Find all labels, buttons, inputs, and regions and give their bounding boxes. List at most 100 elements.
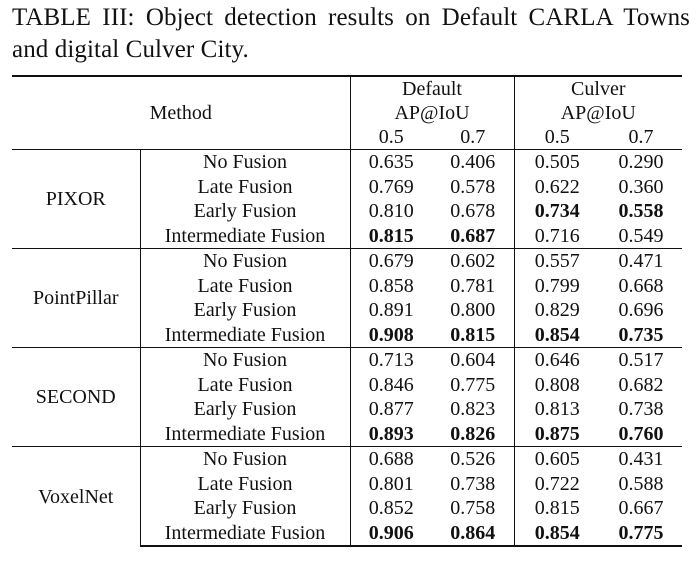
ap-value-cell: 0.908 [368, 323, 414, 346]
ap-value-cell: 0.471 [600, 248, 683, 274]
ap-value-cell: 0.852 [368, 497, 414, 520]
ap-value-cell: 0.864 [432, 520, 515, 547]
ap-value-cell: 0.758 [432, 496, 515, 521]
ap-value-cell: 0.549 [618, 224, 664, 247]
table-row: Early Fusion 0.810 0.678 0.734 0.558 [12, 199, 682, 224]
table-row: Late Fusion 0.846 0.775 0.808 0.682 [12, 372, 682, 397]
ap-value-cell: 0.801 [368, 472, 414, 495]
table-row: Intermediate Fusion 0.815 0.687 0.716 0.549 [12, 223, 682, 249]
header-row-2: AP@IoU AP@IoU [12, 101, 682, 125]
table-row: VoxelNet No Fusion 0.688 0.526 0.605 0.431 [12, 446, 683, 546]
ap-value-cell: 0.858 [368, 274, 414, 297]
ap-value-cell: 0.716 [534, 224, 580, 247]
ap-value-cell: 0.622 [534, 175, 580, 198]
ap-value-cell: 0.815 [432, 322, 515, 348]
method-name: SECOND [12, 347, 141, 447]
table-row: Late Fusion 0.769 0.578 0.622 0.360 [12, 174, 682, 199]
table-row: Intermediate Fusion 0.908 0.815 0.854 0.735 [12, 322, 682, 348]
ap-value-cell: 0.360 [618, 175, 664, 198]
ap-value-cell: 0.760 [618, 422, 664, 445]
method-header: Method [12, 75, 351, 150]
ap-value-cell: 0.854 [514, 520, 601, 547]
ap-value-cell: 0.734 [534, 200, 580, 223]
method-name: PIXOR [12, 149, 141, 249]
iou-threshold-header: 0.7 [432, 125, 515, 150]
ap-value-cell: 0.893 [368, 422, 414, 445]
ap-value-cell: 0.775 [432, 372, 515, 397]
ap-value-cell: 0.406 [432, 149, 515, 175]
table-row: Early Fusion 0.891 0.800 0.829 0.696 [12, 298, 682, 323]
ap-value-cell: 0.682 [618, 373, 664, 396]
ap-value-cell: 0.667 [618, 497, 664, 520]
method-name: VoxelNet [12, 446, 141, 546]
iou-threshold-header: 0.7 [628, 126, 654, 148]
results-table-body: Method Default Culver AP@IoU AP@IoU 0.5 … [12, 75, 683, 547]
ap-value-cell: 0.823 [432, 397, 515, 422]
iou-threshold-header: 0.5 [544, 126, 570, 148]
ap-value-cell: 0.526 [432, 446, 515, 472]
table-row: Intermediate Fusion 0.893 0.826 0.875 0.760 [12, 421, 682, 447]
ap-value-cell: 0.808 [534, 373, 580, 396]
ap-value-cell: 0.290 [600, 149, 683, 175]
fusion-variant: Early Fusion [140, 397, 351, 422]
ap-value-cell: 0.810 [368, 200, 414, 223]
table-row: PointPillar No Fusion 0.679 0.602 0.557 0.471 [12, 248, 683, 348]
ap-value-cell: 0.635 [350, 149, 432, 175]
table-row: Late Fusion 0.801 0.738 0.722 0.588 [12, 471, 682, 496]
ap-value-cell: 0.688 [350, 446, 432, 472]
ap-value-cell: 0.679 [350, 248, 432, 274]
culver-metric-header: AP@IoU [560, 102, 636, 124]
ap-value-cell: 0.646 [514, 347, 601, 373]
fusion-variant: Late Fusion [140, 174, 351, 199]
fusion-variant: No Fusion [140, 446, 351, 472]
ap-value-cell: 0.722 [534, 472, 580, 495]
default-metric-header: AP@IoU [350, 101, 515, 125]
ap-value-cell: 0.558 [618, 200, 664, 223]
iou-threshold-header: 0.5 [378, 126, 404, 148]
ap-value-cell: 0.505 [514, 149, 601, 175]
fusion-variant: No Fusion [140, 347, 351, 373]
table-caption: TABLE III: Object detection results on D… [12, 4, 690, 63]
ap-value-cell: 0.696 [618, 299, 664, 322]
ap-value-cell: 0.906 [350, 520, 432, 547]
header-row-3: 0.5 0.7 0.5 0.7 [12, 125, 682, 150]
table-row: Intermediate Fusion 0.906 0.864 0.854 0.775 [12, 520, 683, 547]
ap-value-cell: 0.891 [368, 299, 414, 322]
default-header: Default [350, 75, 515, 101]
ap-value-cell: 0.517 [600, 347, 683, 373]
fusion-variant: Intermediate Fusion [140, 322, 351, 348]
ap-value-cell: 0.605 [514, 446, 601, 472]
ap-value-cell: 0.687 [432, 223, 515, 249]
fusion-variant: Late Fusion [140, 372, 351, 397]
table-row: SECOND No Fusion 0.713 0.604 0.646 0.517 [12, 347, 683, 447]
culver-header: Culver [514, 75, 683, 101]
ap-value-cell: 0.713 [350, 347, 432, 373]
fusion-variant: Early Fusion [140, 496, 351, 521]
ap-value-cell: 0.604 [432, 347, 515, 373]
table-row: Early Fusion 0.877 0.823 0.813 0.738 [12, 397, 682, 422]
fusion-variant: Early Fusion [140, 199, 351, 224]
fusion-variant: Intermediate Fusion [140, 223, 351, 249]
fusion-variant: Intermediate Fusion [140, 520, 351, 547]
ap-value-cell: 0.813 [534, 398, 580, 421]
fusion-variant: Early Fusion [140, 298, 351, 323]
fusion-variant: No Fusion [140, 248, 351, 274]
table-row: Late Fusion 0.858 0.781 0.799 0.668 [12, 273, 682, 298]
header-row-1: Method Default Culver [12, 75, 683, 150]
ap-value-cell: 0.678 [432, 199, 515, 224]
ap-value-cell: 0.846 [368, 373, 414, 396]
ap-value-cell: 0.815 [368, 224, 414, 247]
ap-value-cell: 0.578 [432, 174, 515, 199]
ap-value-cell: 0.738 [432, 471, 515, 496]
ap-value-cell: 0.775 [600, 520, 683, 547]
fusion-variant: Late Fusion [140, 273, 351, 298]
table-row: PIXOR No Fusion 0.635 0.406 0.505 0.290 [12, 149, 683, 249]
ap-value-cell: 0.735 [618, 323, 664, 346]
ap-value-cell: 0.431 [600, 446, 683, 472]
ap-value-cell: 0.668 [618, 274, 664, 297]
fusion-variant: No Fusion [140, 149, 351, 175]
ap-value-cell: 0.875 [534, 422, 580, 445]
ap-value-cell: 0.769 [368, 175, 414, 198]
ap-value-cell: 0.800 [432, 298, 515, 323]
results-table: Method Default Culver AP@IoU AP@IoU 0.5 … [12, 75, 683, 547]
